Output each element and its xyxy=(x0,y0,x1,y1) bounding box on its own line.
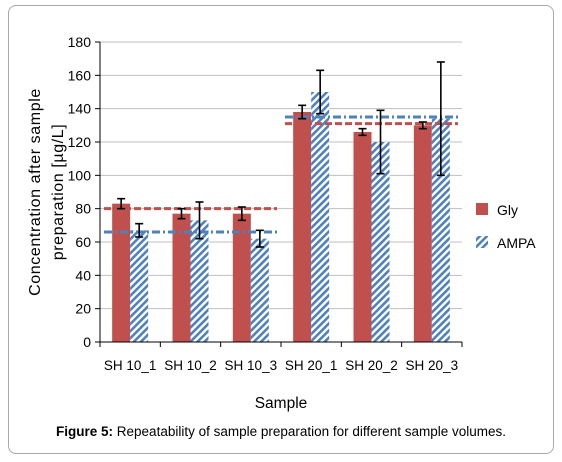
legend-swatch-ampa xyxy=(476,236,488,248)
x-tick-label: SH 10_2 xyxy=(164,358,217,373)
y-tick-label: 80 xyxy=(75,201,91,217)
y-tick-label: 40 xyxy=(75,267,91,283)
legend: Gly AMPA xyxy=(476,202,536,251)
figure-caption: Figure 5: Repeatability of sample prepar… xyxy=(0,424,562,439)
caption-label: Figure 5: xyxy=(56,424,114,439)
y-tick-label: 160 xyxy=(68,67,92,83)
bar-layer xyxy=(112,92,450,343)
y-axis-title: Concentration after sample preparation [µ… xyxy=(27,88,67,296)
bar-ampa xyxy=(190,220,209,342)
bar-gly xyxy=(172,213,191,342)
figure-frame xyxy=(8,5,554,454)
bar-ampa xyxy=(431,118,450,343)
labels: 0 20 40 60 80 100 120 140 160 180 SH 10_1 SH 10_2 SH… xyxy=(27,34,458,412)
x-tick-label: SH 20_1 xyxy=(285,358,338,373)
axes xyxy=(95,41,463,347)
y-axis-title-line-2: preparation [µg/L] xyxy=(50,124,67,261)
bar-ampa xyxy=(371,142,390,342)
bar-gly xyxy=(293,112,312,342)
caption-text: Repeatability of sample preparation for … xyxy=(116,424,506,439)
x-tick-label: SH 20_2 xyxy=(345,358,398,373)
error-bars xyxy=(117,61,445,248)
legend-label-gly: Gly xyxy=(497,202,518,218)
legend-label-ampa: AMPA xyxy=(497,235,536,251)
bar-gly xyxy=(353,132,372,342)
y-axis-title-line-1: Concentration after sample xyxy=(27,88,44,296)
y-tick-label: 140 xyxy=(68,101,92,117)
y-tick-label: 20 xyxy=(75,301,91,317)
y-tick-label: 60 xyxy=(75,234,91,250)
bar-ampa xyxy=(130,230,149,342)
y-tick-label: 120 xyxy=(68,134,92,150)
legend-swatch-gly xyxy=(476,203,488,215)
reference-lines xyxy=(104,115,458,234)
bar-gly xyxy=(232,213,251,342)
y-tick-label: 100 xyxy=(68,167,92,183)
x-tick-label: SH 20_3 xyxy=(406,358,459,373)
bar-gly xyxy=(112,203,131,342)
grid-layer xyxy=(100,41,462,310)
bar-gly xyxy=(413,125,432,342)
x-axis-title: Sample xyxy=(255,395,308,412)
x-tick-label: SH 10_1 xyxy=(104,358,157,373)
y-tick-label: 180 xyxy=(68,34,92,50)
bar-ampa xyxy=(311,92,330,342)
bar-ampa xyxy=(250,238,269,342)
x-tick-label: SH 10_3 xyxy=(225,358,278,373)
y-tick-label: 0 xyxy=(83,334,91,350)
